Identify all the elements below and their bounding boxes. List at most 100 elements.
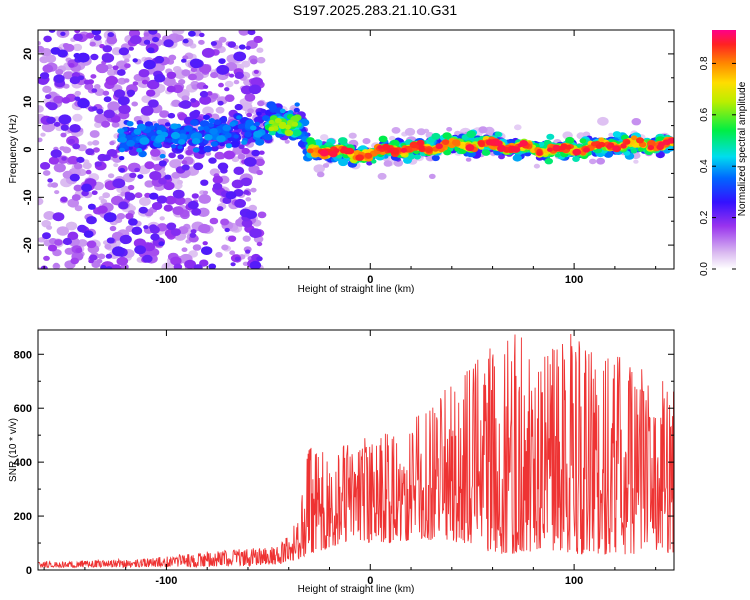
spectrogram-cell — [81, 183, 93, 192]
spectrogram-cell — [241, 219, 253, 228]
snr-plot-area — [38, 330, 674, 570]
spectrogram-cell — [189, 232, 197, 238]
spectrogram-cell — [147, 79, 160, 90]
spectrogram-cell — [202, 106, 214, 116]
spectrogram-cell — [148, 99, 159, 108]
spectrogram-cell — [47, 244, 58, 252]
spectrogram-cell — [201, 47, 215, 58]
spectrogram-cell — [238, 144, 245, 150]
spectrogram-cell — [245, 45, 251, 50]
spectrogram-cell — [465, 157, 472, 162]
spectrogram-cell — [92, 147, 100, 153]
spectrogram-cell — [113, 89, 126, 98]
spectrogram-cell — [238, 30, 250, 36]
spectrogram-cell — [158, 178, 167, 185]
spectrogram-cell — [82, 162, 92, 170]
spectrogram-cell — [229, 121, 236, 127]
spectrogram-cell — [202, 84, 209, 89]
spectrogram-cell — [96, 108, 104, 115]
spectrogram-cell — [144, 180, 154, 188]
spectrogram-cell — [189, 58, 203, 69]
spectrogram-cell — [478, 126, 488, 134]
spectrogram-cell — [341, 146, 348, 152]
spectrogram-cell — [216, 64, 230, 75]
spectrogram-cell — [200, 179, 209, 186]
spectrogram-cell — [187, 200, 199, 210]
spectrogram-cell — [100, 198, 108, 205]
spectrogram-cell — [40, 72, 50, 80]
spectrogram-cell — [156, 129, 162, 135]
spectrogram-x-tick-label: -100 — [155, 274, 177, 286]
spectrogram-cell — [416, 128, 426, 136]
spectrogram-cell — [85, 169, 92, 175]
spectrogram-cell — [512, 154, 522, 162]
spectrogram-cell — [104, 243, 112, 250]
spectrogram-cell — [107, 69, 117, 77]
spectrogram-cell — [377, 172, 387, 180]
spectrogram-cell — [46, 116, 56, 125]
spectrogram-cell — [69, 124, 81, 133]
spectrogram-cell — [230, 140, 240, 148]
spectrogram-cell — [284, 129, 294, 137]
spectrogram-cell — [377, 145, 383, 150]
chart-title: S197.2025.283.21.10.G31 — [292, 2, 458, 18]
spectrogram-cell — [60, 196, 68, 203]
spectrogram-cell — [176, 179, 183, 185]
spectrogram-cell — [667, 137, 674, 144]
spectrogram-cell — [224, 87, 230, 92]
spectrogram-cell — [662, 140, 668, 145]
snr-series-line — [38, 333, 674, 569]
spectrogram-cell — [598, 137, 605, 142]
spectrogram-cell — [131, 101, 138, 107]
spectrogram-cell — [164, 174, 172, 180]
spectrogram-cell — [348, 132, 357, 139]
snr-y-tick-label: 800 — [14, 349, 32, 361]
spectrogram-cell — [42, 170, 51, 176]
spectrogram-cell — [159, 153, 166, 159]
spectrogram-cell — [511, 146, 521, 153]
spectrogram-cell — [481, 149, 491, 156]
spectrogram-cell — [136, 147, 143, 153]
spectrogram-cell — [179, 129, 187, 135]
spectrogram-cell — [74, 30, 81, 34]
spectrogram-cell — [256, 111, 262, 116]
spectrogram-cell — [219, 116, 228, 124]
spectrogram-cell — [38, 45, 45, 53]
spectrogram-cell — [126, 89, 136, 97]
spectrogram-cell — [192, 147, 200, 153]
spectrogram-cell — [83, 79, 91, 85]
spectrogram-cell — [52, 212, 65, 222]
spectrogram-cell — [166, 85, 176, 93]
spectrogram-cell — [107, 173, 115, 179]
spectrogram-cell — [203, 145, 213, 153]
spectrogram-cell — [68, 63, 75, 68]
spectrogram-cell — [552, 144, 560, 150]
spectrogram-cell — [234, 103, 243, 111]
spectrogram-cell — [77, 98, 90, 109]
spectrogram-cell — [83, 230, 94, 238]
spectrogram-cell — [240, 177, 252, 187]
spectrogram-cell — [199, 259, 209, 267]
spectrogram-cell — [378, 135, 388, 143]
spectrogram-x-axis-label: Height of straight line (km) — [298, 284, 415, 295]
spectrogram-cell — [184, 259, 197, 269]
spectrogram-cell — [103, 212, 117, 223]
spectrogram-cell — [129, 172, 137, 178]
spectrogram-cell — [134, 245, 147, 255]
spectrogram-cell — [199, 95, 212, 105]
spectrogram-cell — [203, 125, 210, 131]
spectrogram-cell — [498, 154, 505, 160]
spectrogram-cell — [250, 58, 258, 65]
spectrogram-cell — [168, 152, 176, 159]
spectrogram-cell — [133, 238, 146, 248]
spectrogram-cell — [253, 35, 263, 44]
spectrogram-cell — [225, 191, 237, 200]
spectrogram-cell — [62, 237, 72, 246]
spectrogram-cell — [234, 71, 244, 79]
spectrogram-cell — [494, 131, 502, 137]
spectrogram-cell — [233, 79, 240, 85]
spectrogram-cell — [149, 224, 158, 231]
spectrogram-cell — [143, 59, 156, 70]
spectrogram-cell — [190, 67, 198, 73]
spectrogram-cell — [322, 163, 330, 168]
